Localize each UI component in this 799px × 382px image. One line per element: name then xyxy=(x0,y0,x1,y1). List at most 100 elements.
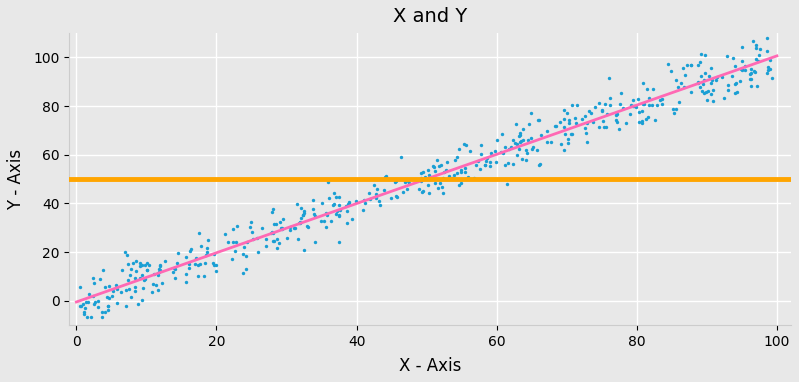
Point xyxy=(389,193,402,199)
Point xyxy=(296,212,309,219)
Point xyxy=(439,167,452,173)
Point xyxy=(156,280,169,286)
Point xyxy=(159,258,172,264)
Point xyxy=(302,223,315,230)
Point xyxy=(372,198,385,204)
Point xyxy=(761,67,774,73)
Point xyxy=(152,287,165,293)
Point xyxy=(292,236,304,242)
Point xyxy=(716,74,729,80)
Point xyxy=(415,175,427,181)
Point xyxy=(522,121,535,127)
Point xyxy=(191,262,204,268)
Point xyxy=(245,229,258,235)
Point xyxy=(514,139,527,145)
Point xyxy=(626,103,639,109)
Point xyxy=(395,154,407,160)
Point xyxy=(593,100,606,106)
Point xyxy=(384,195,397,201)
Point xyxy=(598,124,610,130)
Point xyxy=(468,175,481,181)
Point xyxy=(83,291,96,297)
Point xyxy=(761,70,773,76)
Point xyxy=(298,210,311,217)
Point xyxy=(667,110,680,117)
Point xyxy=(332,202,345,209)
Point xyxy=(461,174,474,180)
Point xyxy=(735,66,748,72)
Point xyxy=(251,249,264,255)
Point xyxy=(189,255,202,261)
Point xyxy=(685,62,698,68)
Point xyxy=(438,169,451,175)
Point xyxy=(391,194,403,200)
Point xyxy=(129,288,141,294)
Point xyxy=(124,272,137,278)
Point xyxy=(450,170,463,176)
Point xyxy=(75,303,88,309)
Point xyxy=(562,136,574,142)
Point xyxy=(761,35,773,41)
Point xyxy=(517,126,530,132)
Point xyxy=(442,173,455,179)
Point xyxy=(246,236,259,242)
Point xyxy=(316,200,328,206)
Point xyxy=(666,106,679,112)
Point xyxy=(183,248,196,254)
Point xyxy=(237,251,249,257)
Point xyxy=(646,102,658,108)
Point xyxy=(198,260,211,266)
Point xyxy=(554,119,566,125)
Point xyxy=(491,137,504,143)
Point xyxy=(89,299,101,305)
Point xyxy=(101,307,114,313)
Point xyxy=(78,305,91,311)
Point xyxy=(532,162,545,168)
Point xyxy=(80,299,93,305)
Point xyxy=(450,154,463,160)
Point xyxy=(356,207,369,213)
Point xyxy=(317,218,330,224)
Point xyxy=(525,134,538,141)
Point xyxy=(765,74,778,81)
Point xyxy=(636,79,649,86)
Point xyxy=(427,164,440,170)
Point xyxy=(597,118,610,125)
Point xyxy=(415,170,427,176)
Point xyxy=(601,112,614,118)
Point xyxy=(141,267,153,273)
Point xyxy=(268,221,280,227)
Point xyxy=(134,262,147,269)
Point xyxy=(98,283,111,290)
Point xyxy=(565,102,578,108)
Point xyxy=(183,265,196,271)
Point xyxy=(561,110,574,116)
Point xyxy=(541,139,554,146)
Point xyxy=(118,249,131,255)
Point xyxy=(447,172,460,178)
Point xyxy=(445,175,458,181)
Point xyxy=(389,178,402,184)
Point xyxy=(260,235,272,241)
Point xyxy=(396,188,409,194)
Point xyxy=(463,147,476,154)
Point xyxy=(558,147,570,153)
Point xyxy=(332,194,345,200)
Point xyxy=(210,268,223,274)
Point xyxy=(416,188,429,194)
Point xyxy=(169,275,181,282)
Point xyxy=(694,59,706,65)
Point xyxy=(433,163,446,169)
Point xyxy=(170,260,183,266)
Point xyxy=(698,77,710,83)
Point xyxy=(471,158,484,164)
Point xyxy=(613,126,626,132)
Point xyxy=(151,272,164,278)
Point xyxy=(695,51,708,57)
Point xyxy=(241,239,254,245)
Point xyxy=(691,79,704,86)
Title: X and Y: X and Y xyxy=(393,7,467,26)
Point xyxy=(417,169,430,175)
Point xyxy=(643,102,656,108)
Point xyxy=(681,62,694,68)
